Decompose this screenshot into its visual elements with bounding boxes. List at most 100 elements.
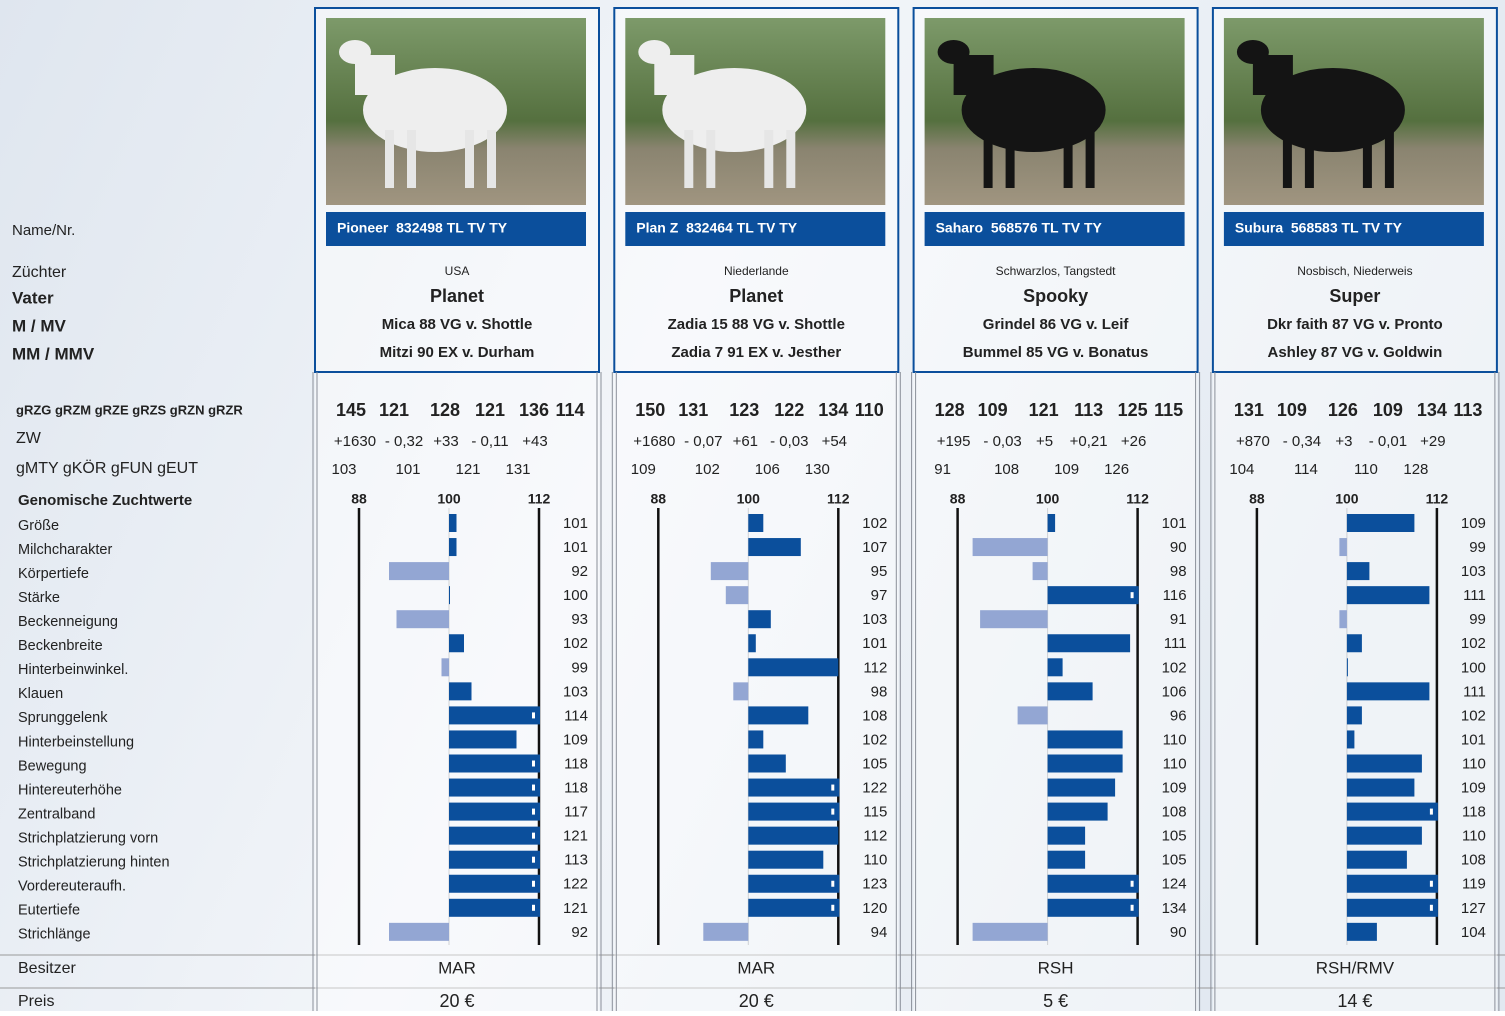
dam: Zadia 15 88 VG v. Shottle [668, 316, 845, 333]
trait-bar [973, 538, 1048, 556]
scale-label: 112 [827, 491, 850, 507]
zw-value: +29 [1420, 433, 1445, 450]
overflow-marker [532, 785, 535, 791]
zw-value: +5 [1036, 433, 1053, 450]
row-label: M / MV [12, 316, 66, 335]
zw-value: +870 [1236, 433, 1270, 450]
trait-bar [748, 827, 838, 845]
scale-label: 100 [737, 491, 761, 507]
animal-name: Plan Z 832464 TL TV TY [636, 220, 797, 236]
trait-value: 101 [1162, 515, 1187, 532]
photo-cow-leg [684, 130, 693, 188]
trait-label: Hintereuterhöhe [18, 782, 122, 798]
scale-label: 88 [1249, 491, 1265, 507]
trait-value: 94 [871, 924, 888, 941]
trait-bar [1347, 827, 1422, 845]
trait-value: 92 [571, 924, 588, 941]
trait-bar [980, 610, 1048, 628]
row-label: Genomische Zuchtwerte [18, 492, 192, 509]
rz-value: 113 [1453, 400, 1482, 420]
type-value: 104 [1229, 461, 1254, 478]
owner: RSH/RMV [1316, 958, 1395, 977]
trait-label: Strichplatzierung vorn [18, 830, 158, 846]
trait-value: 122 [563, 876, 588, 893]
zw-value: - 0,11 [471, 433, 508, 450]
owner: MAR [438, 958, 476, 977]
trait-bar [711, 562, 749, 580]
zw-value: - 0,34 [1283, 433, 1321, 450]
trait-bar [449, 514, 457, 532]
trait-value: 121 [563, 900, 588, 917]
overflow-marker [1131, 881, 1134, 887]
zw-value: +43 [522, 433, 547, 450]
sire: Spooky [1023, 286, 1088, 306]
scale-label: 112 [528, 491, 551, 507]
trait-value: 121 [563, 828, 588, 845]
trait-bar [449, 827, 540, 845]
trait-bar [1048, 827, 1086, 845]
photo-cow-neck [1253, 55, 1293, 95]
rz-value: 136 [519, 400, 549, 420]
overflow-marker [1131, 592, 1134, 598]
trait-value: 110 [1163, 731, 1187, 748]
granddam: Zadia 7 91 EX v. Jesther [671, 344, 841, 361]
trait-bar [449, 586, 450, 604]
overflow-marker [831, 809, 834, 815]
trait-value: 110 [863, 852, 887, 869]
trait-value: 124 [1162, 876, 1187, 893]
trait-bar [748, 634, 756, 652]
type-value: 108 [994, 461, 1019, 478]
rz-value: 114 [555, 400, 584, 420]
trait-value: 127 [1461, 900, 1486, 917]
dam: Mica 88 VG v. Shottle [382, 316, 533, 333]
trait-bar [449, 634, 464, 652]
trait-bar [1347, 682, 1430, 700]
owner: MAR [737, 958, 775, 977]
trait-bar [389, 562, 449, 580]
trait-value: 101 [862, 635, 887, 652]
trait-value: 105 [1162, 828, 1187, 845]
overflow-marker [1430, 809, 1433, 815]
scale-label: 100 [1036, 491, 1060, 507]
sire: Planet [430, 286, 484, 306]
rz-value: 150 [635, 400, 665, 420]
overflow-marker [532, 881, 535, 887]
trait-value: 111 [1164, 635, 1187, 652]
trait-value: 118 [1462, 804, 1486, 821]
scale-label: 112 [1126, 491, 1149, 507]
rz-value: 134 [1417, 400, 1447, 420]
trait-bar [748, 803, 839, 821]
type-value: 101 [395, 461, 420, 478]
granddam: Mitzi 90 EX v. Durham [380, 344, 535, 361]
zw-value: - 0,03 [770, 433, 808, 450]
trait-value: 119 [1462, 876, 1486, 893]
trait-bar [748, 755, 786, 773]
trait-bar [1347, 730, 1355, 748]
photo-cow-neck [954, 55, 994, 95]
scale-label: 88 [950, 491, 966, 507]
breeder: Schwarzlos, Tangstedt [996, 264, 1117, 278]
trait-bar [1347, 851, 1407, 869]
trait-bar [1339, 538, 1347, 556]
trait-value: 114 [564, 707, 588, 724]
trait-label: Milchcharakter [18, 542, 112, 558]
page: Name/Nr.ZüchterVaterM / MVMM / MMVgRZG g… [0, 0, 1505, 1011]
overflow-marker [532, 809, 535, 815]
row-label: MM / MMV [12, 344, 95, 363]
zw-value: +3 [1335, 433, 1352, 450]
trait-bar [1347, 755, 1422, 773]
type-value: 128 [1403, 461, 1428, 478]
animal-name: Pioneer 832498 TL TV TY [337, 220, 508, 236]
trait-label: Bewegung [18, 758, 87, 774]
trait-value: 122 [862, 780, 887, 797]
scale-label: 88 [651, 491, 667, 507]
trait-bar [449, 851, 540, 869]
trait-value: 101 [1461, 731, 1486, 748]
type-value: 109 [631, 461, 656, 478]
trait-label: Größe [18, 518, 59, 534]
photo-cow-leg [1305, 130, 1314, 188]
trait-bar [1033, 562, 1048, 580]
rz-value: 126 [1328, 400, 1358, 420]
rz-value: 109 [1277, 400, 1307, 420]
overflow-marker [532, 857, 535, 863]
